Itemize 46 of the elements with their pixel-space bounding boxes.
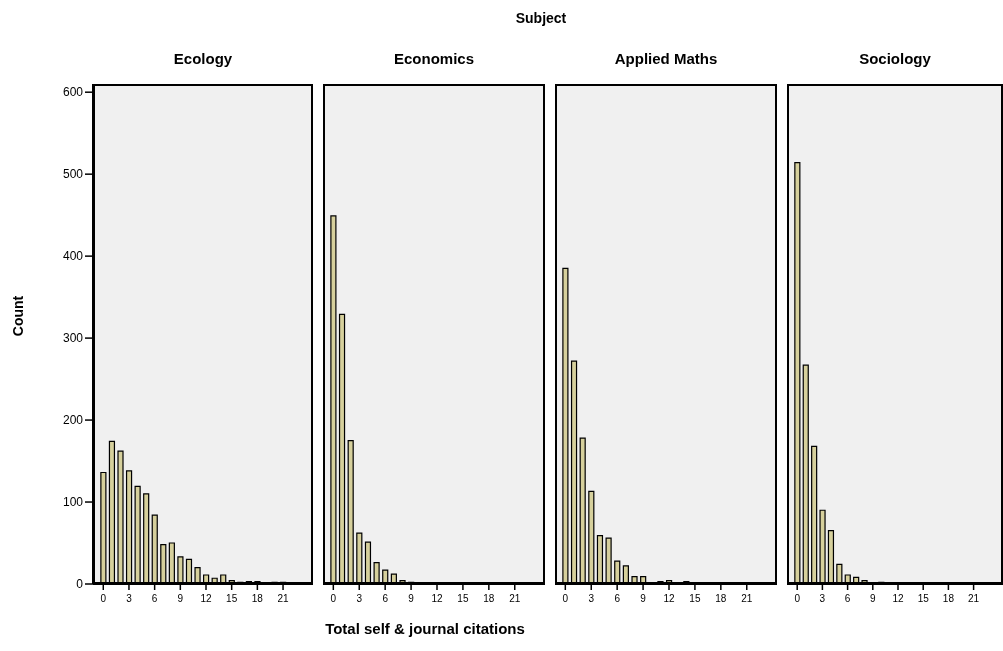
x-tick-label: 9 [408, 593, 415, 604]
y-tick-label: 200 [62, 413, 84, 428]
x-tick-label: 15 [457, 593, 469, 604]
x-tick-label: 12 [663, 593, 675, 604]
x-tick-label: 3 [356, 593, 363, 604]
x-tick-label: 9 [870, 593, 877, 604]
x-tick-label: 0 [330, 593, 337, 604]
x-tick-label: 15 [917, 593, 930, 604]
x-tick-label: 6 [844, 593, 851, 604]
x-tick-label: 12 [200, 593, 212, 604]
y-tick-label: 400 [62, 249, 84, 264]
x-tick-label: 3 [588, 593, 595, 604]
x-tick-label: 12 [431, 593, 443, 604]
x-tick-label: 6 [614, 593, 621, 604]
chart-title: Sociology [858, 50, 932, 67]
y-axis-title: Count [10, 294, 26, 339]
y-tick-label: 300 [62, 331, 84, 346]
x-tick-label: 9 [640, 593, 647, 604]
x-tick-label: 15 [226, 593, 238, 604]
x-tick-label: 21 [509, 593, 521, 604]
chart-title: Applied Maths [613, 50, 719, 67]
x-tick-label: 18 [942, 593, 955, 604]
chart-title: Ecology [172, 50, 234, 67]
x-tick-label: 18 [483, 593, 495, 604]
y-tick-label: 500 [62, 167, 84, 182]
x-tick-label: 6 [151, 593, 158, 604]
x-tick-label: 9 [177, 593, 184, 604]
y-tick-label: 600 [62, 85, 84, 100]
x-tick-label: 0 [794, 593, 801, 604]
x-tick-label: 18 [715, 593, 727, 604]
chart-title: Economics [393, 50, 475, 67]
y-tick-label: 100 [62, 495, 84, 510]
x-tick-label: 12 [892, 593, 904, 604]
x-axis-title: Total self & journal citations [324, 620, 526, 637]
x-tick-label: 18 [251, 593, 264, 604]
x-tick-label: 3 [126, 593, 133, 604]
x-tick-label: 15 [689, 593, 701, 604]
x-tick-label: 21 [277, 593, 290, 604]
y-tick-label: 0 [76, 577, 84, 592]
x-tick-label: 3 [819, 593, 826, 604]
text: Subject [514, 10, 568, 26]
x-tick-label: 21 [741, 593, 753, 604]
x-tick-label: 21 [968, 593, 980, 604]
x-tick-label: 0 [562, 593, 569, 604]
x-tick-label: 0 [100, 593, 107, 604]
x-tick-label: 6 [382, 593, 389, 604]
